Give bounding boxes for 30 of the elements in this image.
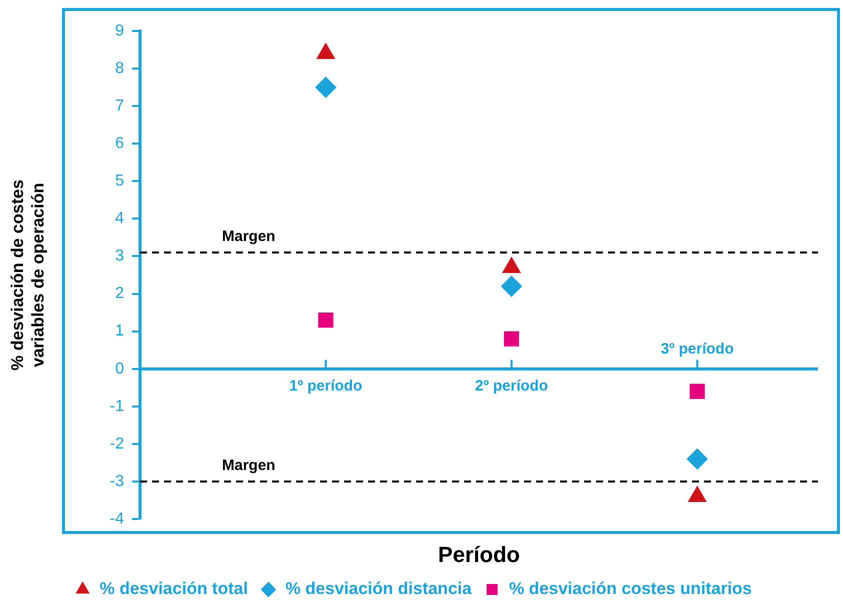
point (504, 331, 520, 346)
legend-label: % desviación distancia (285, 579, 472, 598)
x-tick-label: 2º período (475, 377, 548, 394)
point (686, 448, 708, 470)
point (318, 312, 334, 328)
y-tick-label: 5 (115, 172, 124, 190)
y-tick-label: -2 (110, 435, 124, 452)
y-tick-label: 2 (115, 285, 124, 302)
legend-label: % desviación total (100, 579, 248, 598)
y-tick-label: -4 (110, 510, 124, 528)
y-tick-label: 4 (115, 210, 124, 228)
x-axis-title: Período (438, 542, 520, 567)
ref-line-label: Margen (222, 228, 276, 246)
point (315, 76, 336, 98)
y-tick-label: -1 (110, 398, 124, 415)
y-tick-label: 8 (115, 60, 124, 77)
y-tick-label: 9 (115, 22, 124, 40)
x-tick-label: 1º período (289, 377, 362, 394)
ref-line-label: Margen (222, 457, 276, 474)
y-tick-label: 7 (115, 97, 124, 114)
legend-label: % desviación costes unitarios (509, 579, 752, 598)
y-tick-label: 6 (115, 135, 124, 152)
y-axis-title: % desviación de costes variables de operación (8, 180, 48, 370)
point (501, 276, 522, 297)
y-tick-label: 1 (115, 322, 124, 340)
x-tick-label: 3º período (660, 340, 734, 358)
y-tick-label: 3 (115, 248, 124, 265)
y-tick-label: -3 (110, 472, 124, 490)
y-tick-label: 0 (115, 360, 124, 378)
point (690, 384, 705, 399)
